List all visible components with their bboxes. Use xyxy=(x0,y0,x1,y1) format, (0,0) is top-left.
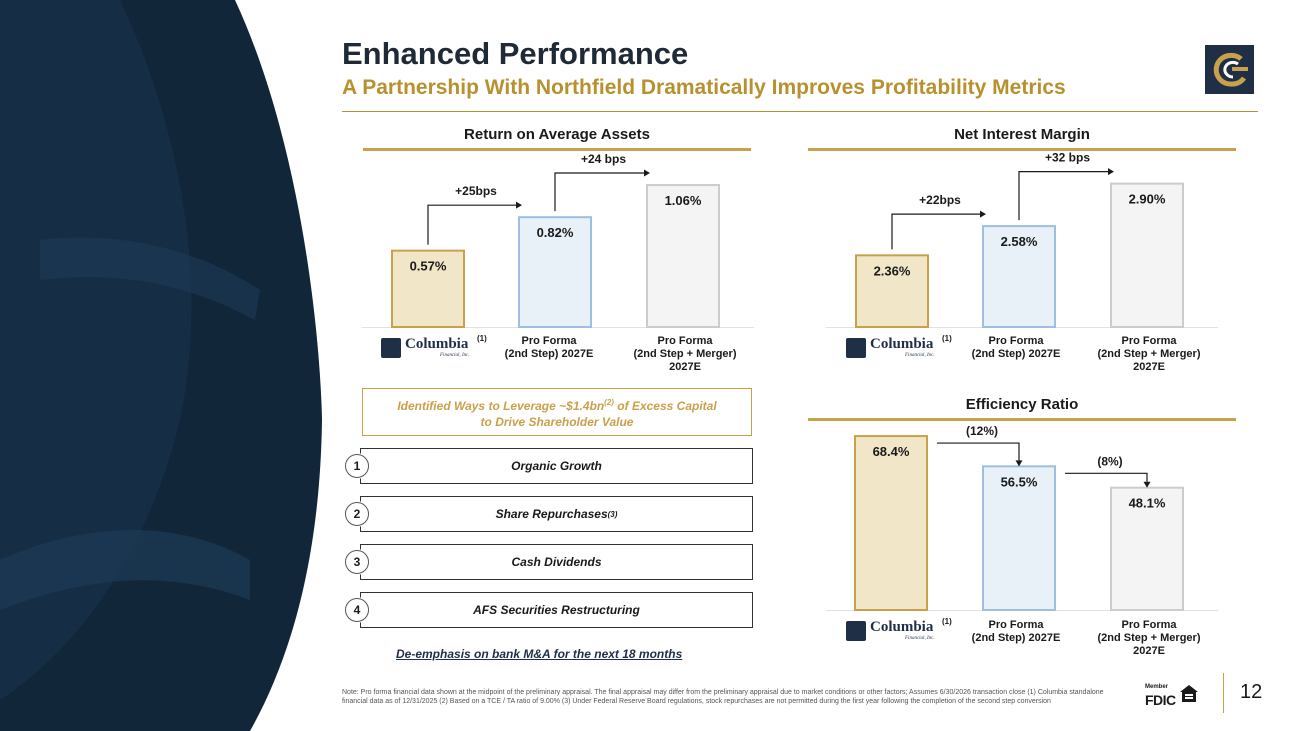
brand-footnote-ref: (1) xyxy=(477,334,487,343)
excess-capital-text: of Excess Capital xyxy=(613,398,717,413)
lever-item: Share Repurchases (3) 2 xyxy=(345,496,753,532)
lever-item: AFS Securities Restructuring 4 xyxy=(345,592,753,628)
change-connector xyxy=(937,442,1020,461)
efficiency-chart: 68.4% 56.5% 48.1% (12%) (8%) xyxy=(826,424,1218,612)
bar-3 xyxy=(646,184,720,328)
lever-item: Organic Growth 1 xyxy=(345,448,753,484)
efficiency-chart-title: Efficiency Ratio xyxy=(965,396,1079,413)
bar-3 xyxy=(1110,486,1184,612)
nim-title-rule xyxy=(808,148,1236,151)
page-subtitle: A Partnership With Northfield Dramatical… xyxy=(342,76,1066,99)
change-connector xyxy=(1065,472,1148,482)
bar-value-label: 2.90% xyxy=(1129,192,1166,207)
roaa-chart: 0.57% 0.82% 1.06% +25bps +24 bps xyxy=(362,152,754,328)
footnote-ref: (2) xyxy=(604,397,614,407)
change-label: +25bps xyxy=(455,184,497,198)
bar-1 xyxy=(855,254,929,328)
bar-value-label: 0.57% xyxy=(410,259,447,274)
change-connector xyxy=(891,213,980,250)
roaa-category-label-2: Pro Forma (2nd Step) 2027E xyxy=(504,335,594,360)
change-arrowhead xyxy=(1015,460,1023,467)
efficiency-category-label-3: Pro Forma (2nd Step + Merger) 2027E xyxy=(1097,619,1201,657)
lever-number-badge: 2 xyxy=(345,502,369,526)
left-background-art xyxy=(0,0,322,731)
change-arrowhead xyxy=(980,210,986,218)
change-connector xyxy=(1018,171,1108,221)
bar-2 xyxy=(982,225,1056,328)
bar-value-label: 1.06% xyxy=(665,193,702,208)
bar-2 xyxy=(982,465,1056,612)
lever-box: Cash Dividends xyxy=(360,544,753,580)
change-label: (12%) xyxy=(966,424,998,438)
roaa-category-label-3: Pro Forma (2nd Step + Merger) 2027E xyxy=(633,335,737,373)
columbia-logo xyxy=(1205,45,1254,94)
brand-subtitle: Financial, Inc. xyxy=(905,636,935,641)
mna-note: De-emphasis on bank M&A for the next 18 … xyxy=(396,647,683,661)
efficiency-title-rule xyxy=(808,418,1236,421)
fdic-member-logo: Member FDIC xyxy=(1145,684,1200,712)
columbia-mark-icon xyxy=(846,338,866,358)
bar-value-label: 2.36% xyxy=(874,263,911,278)
lever-number-badge: 3 xyxy=(345,550,369,574)
lever-box: Share Repurchases (3) xyxy=(360,496,753,532)
change-label: +32 bps xyxy=(1045,151,1090,165)
equal-housing-icon xyxy=(1180,685,1198,702)
excess-capital-callout: Identified Ways to Leverage ~$1.4bn(2) o… xyxy=(362,388,752,436)
nim-category-label-2: Pro Forma (2nd Step) 2027E xyxy=(971,335,1061,360)
lever-number-badge: 4 xyxy=(345,598,369,622)
columbia-mark-icon xyxy=(381,338,401,358)
lever-number-badge: 1 xyxy=(345,454,369,478)
bar-3 xyxy=(1110,182,1184,329)
footnote: Note: Pro forma financial data shown at … xyxy=(342,689,1104,705)
excess-capital-text: to Drive Shareholder Value xyxy=(480,414,634,429)
nim-chart-title: Net Interest Margin xyxy=(954,126,1090,143)
brand-footnote-ref: (1) xyxy=(942,334,952,343)
change-label: (8%) xyxy=(1097,454,1122,468)
columbia-brand-logo: Columbia (1) Financial, Inc. xyxy=(846,334,956,362)
title-divider xyxy=(342,111,1258,112)
lever-box: Organic Growth xyxy=(360,448,753,484)
columbia-brand-logo: Columbia (1) Financial, Inc. xyxy=(381,334,491,362)
page-number-divider xyxy=(1223,673,1224,713)
excess-capital-text: Identified Ways to Leverage ~$1.4bn xyxy=(397,398,605,413)
roaa-title-rule xyxy=(363,148,751,151)
fdic-text: FDIC xyxy=(1145,692,1176,708)
brand-subtitle: Financial, Inc. xyxy=(440,353,470,358)
nim-category-label-3: Pro Forma (2nd Step + Merger) 2027E xyxy=(1097,335,1201,373)
bar-1 xyxy=(391,249,465,328)
change-connector xyxy=(554,172,644,212)
columbia-mark-icon xyxy=(846,621,866,641)
change-arrowhead xyxy=(516,201,522,209)
fdic-member-text: Member xyxy=(1145,684,1169,690)
lever-box: AFS Securities Restructuring xyxy=(360,592,753,628)
change-arrowhead xyxy=(1143,481,1151,488)
page-number: 12 xyxy=(1240,681,1263,703)
bar-2 xyxy=(518,216,592,328)
change-arrowhead xyxy=(644,169,650,177)
page-title: Enhanced Performance xyxy=(342,36,689,71)
brand-footnote-ref: (1) xyxy=(942,617,952,626)
bar-value-label: 68.4% xyxy=(873,444,910,459)
bar-value-label: 2.58% xyxy=(1001,234,1038,249)
bar-1 xyxy=(854,435,928,611)
brand-subtitle: Financial, Inc. xyxy=(905,353,935,358)
change-label: +24 bps xyxy=(581,152,626,166)
columbia-brand-logo: Columbia (1) Financial, Inc. xyxy=(846,617,956,645)
brand-name: Columbia xyxy=(405,336,469,352)
efficiency-category-label-2: Pro Forma (2nd Step) 2027E xyxy=(971,619,1061,644)
bar-value-label: 48.1% xyxy=(1129,496,1166,511)
change-label: +22bps xyxy=(919,193,961,207)
lever-item: Cash Dividends 3 xyxy=(345,544,753,580)
roaa-chart-title: Return on Average Assets xyxy=(464,126,650,143)
brand-name: Columbia xyxy=(870,336,934,352)
nim-chart: 2.36% 2.58% 2.90% +22bps +32 bps xyxy=(826,151,1218,329)
change-connector xyxy=(427,204,516,245)
bar-value-label: 56.5% xyxy=(1001,474,1038,489)
brand-name: Columbia xyxy=(870,619,934,635)
change-arrowhead xyxy=(1108,168,1114,176)
bar-value-label: 0.82% xyxy=(537,225,574,240)
